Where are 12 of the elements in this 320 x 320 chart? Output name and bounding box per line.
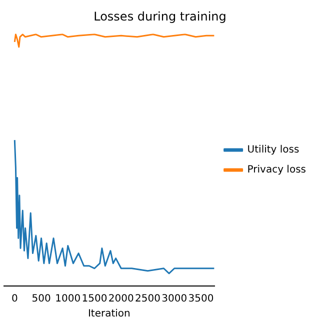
chart-title: Losses during training xyxy=(94,9,226,24)
x-tick-label: 3500 xyxy=(188,294,214,305)
x-tick-label: 3000 xyxy=(162,294,188,305)
x-tick-label: 2500 xyxy=(135,294,160,305)
x-axis-title: Iteration xyxy=(88,308,130,320)
x-tick-label: 1000 xyxy=(55,294,81,305)
legend-label: Utility loss xyxy=(247,144,300,156)
x-tick-label: 1500 xyxy=(82,294,108,305)
legend-label: Privacy loss xyxy=(247,164,306,176)
x-tick-label: 500 xyxy=(32,294,51,305)
x-tick-label: 2000 xyxy=(108,294,134,305)
x-tick-label: 0 xyxy=(11,294,18,305)
